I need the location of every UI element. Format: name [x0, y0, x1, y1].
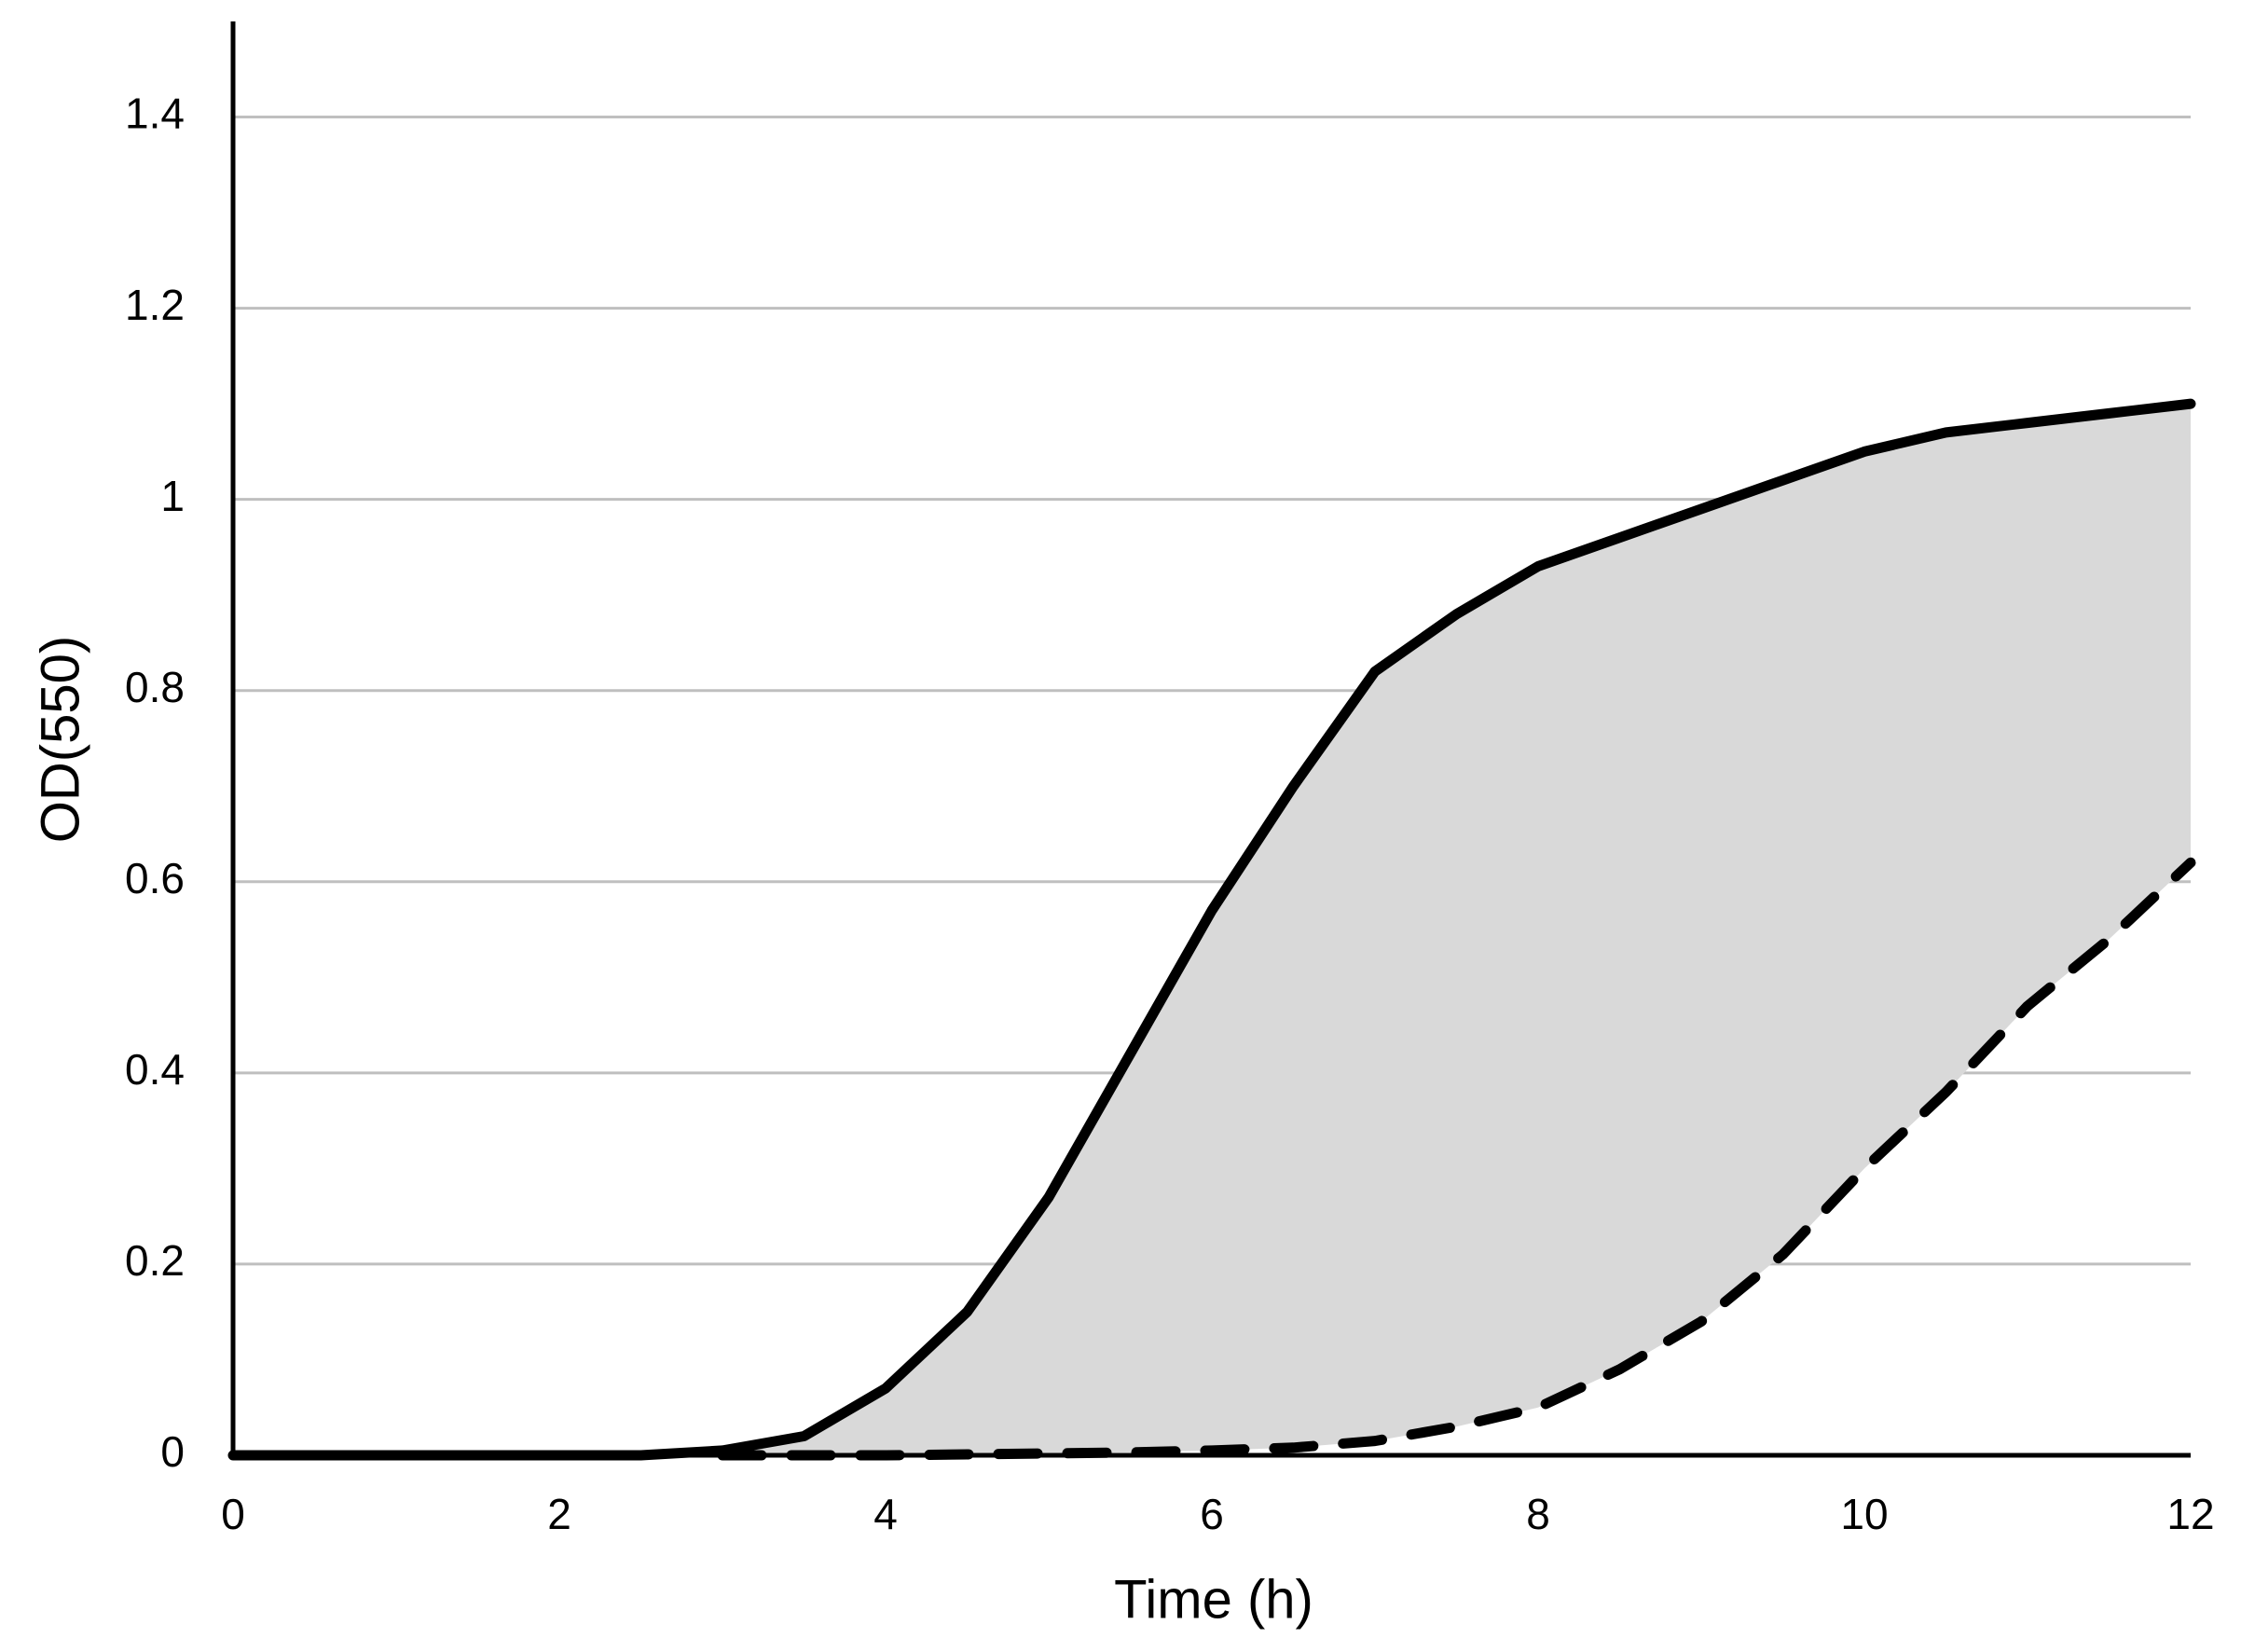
y-tick-label: 1 [160, 472, 185, 520]
x-tick-label: 12 [2166, 1490, 2214, 1538]
y-tick-label: 0.8 [125, 663, 185, 711]
y-tick-label: 0 [160, 1427, 185, 1476]
series-line [227, 398, 2196, 1461]
y-tick-label: 1.4 [125, 89, 185, 138]
x-tick-label: 8 [1526, 1490, 1550, 1538]
x-axis-title: Time (h) [1114, 1569, 1313, 1630]
series-line [717, 857, 2196, 1461]
x-tick-label: 2 [547, 1490, 571, 1538]
y-tick-label: 1.2 [125, 281, 185, 329]
shaded-area [722, 404, 2191, 1456]
y-tick-label: 0.6 [125, 854, 185, 902]
x-tick-label: 4 [873, 1490, 898, 1538]
y-axis-title: OD(550) [30, 636, 90, 843]
x-tick-label: 0 [221, 1490, 245, 1538]
x-tick-label: 6 [1200, 1490, 1224, 1538]
y-tick-label: 0.4 [125, 1045, 185, 1094]
x-tick-label: 10 [1840, 1490, 1888, 1538]
y-tick-label: 0.2 [125, 1236, 185, 1285]
